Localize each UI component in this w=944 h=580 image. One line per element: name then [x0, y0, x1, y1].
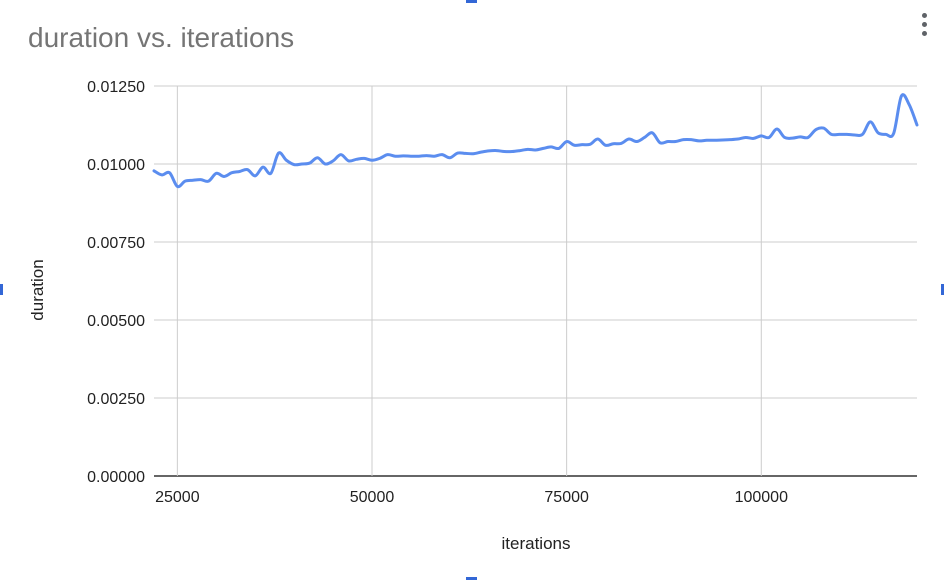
- y-tick-label: 0.00000: [87, 469, 145, 486]
- y-tick-label: 0.00750: [87, 235, 145, 252]
- selection-handle-right[interactable]: [941, 284, 944, 295]
- x-axis-label: iterations: [502, 534, 571, 553]
- more-vert-icon: [921, 12, 927, 18]
- y-axis-label: duration: [28, 259, 47, 320]
- selection-handle-left[interactable]: [0, 284, 3, 295]
- y-tick-label: 0.00500: [87, 313, 145, 330]
- y-tick-label: 0.00250: [87, 391, 145, 408]
- y-tick-label: 0.01000: [87, 157, 145, 174]
- x-tick-label: 100000: [735, 489, 788, 506]
- selection-handle-bottom[interactable]: [466, 577, 477, 580]
- more-vert-icon: [921, 21, 927, 27]
- x-tick-label: 25000: [155, 489, 200, 506]
- tick-labels: 0.00000 0.00250 0.00500 0.00750 0.01000 0.012…: [87, 79, 788, 506]
- series-line-duration: [152, 93, 919, 189]
- x-tick-label: 75000: [544, 489, 589, 506]
- more-vert-icon: [921, 30, 927, 36]
- chart-title: duration vs. iterations: [28, 22, 295, 53]
- chart-menu-button[interactable]: [914, 8, 934, 40]
- gridlines: [154, 85, 917, 477]
- x-tick-label: 50000: [350, 489, 395, 506]
- selection-handle-top[interactable]: [466, 0, 477, 3]
- y-tick-label: 0.01250: [87, 79, 145, 96]
